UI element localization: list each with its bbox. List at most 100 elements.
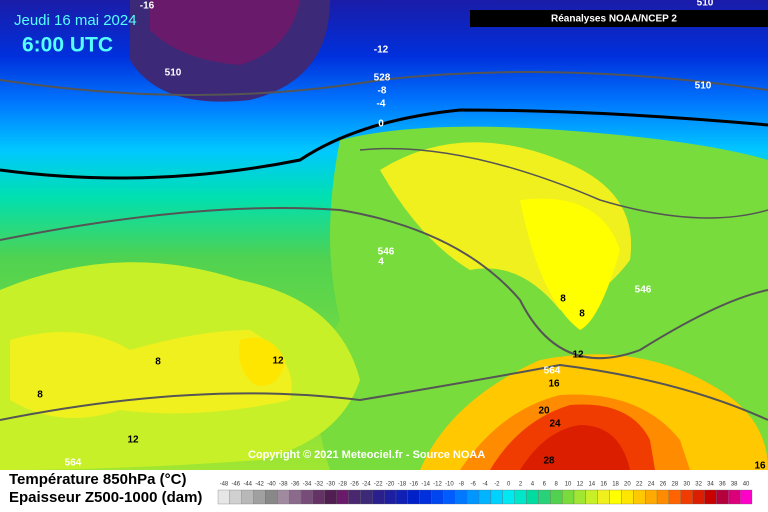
contour-label: -16 [140,1,155,12]
contour-label: 20 [538,406,550,417]
contour-label: 8 [560,294,566,305]
legend-title: Epaisseur Z500-1000 (dam) [9,489,202,506]
contour-label: -4 [377,99,386,110]
contour-label: -8 [378,86,387,97]
legend-swatch [502,489,515,505]
legend-label: -16 [409,482,418,488]
contour-label: 546 [378,247,395,258]
legend-label: -10 [445,482,454,488]
legend-swatch [633,489,646,505]
contour-label: 510 [697,0,714,9]
legend-label: 18 [612,482,619,488]
contour-label: 0 [378,119,384,130]
legend-label: -18 [398,482,407,488]
legend-swatch [455,489,468,505]
legend-label: -46 [231,482,240,488]
legend-swatch [668,489,681,505]
contour-label: 8 [37,390,43,401]
legend-swatch [656,489,670,505]
legend-swatch [467,489,480,505]
legend-swatch [716,489,729,505]
legend-label: 4 [531,482,535,488]
legend-label: 14 [588,482,595,488]
legend-label: 26 [660,482,667,488]
legend-swatch [443,489,456,505]
temp-area [10,330,292,418]
legend-swatch [395,489,409,505]
legend-swatch [490,489,503,505]
contour-label: 510 [165,68,182,79]
legend-swatch [609,489,622,505]
legend-label: -40 [267,482,276,488]
legend-swatch [478,489,492,505]
contour-label: 8 [579,309,585,320]
temp-area [150,0,300,65]
contour-label: 12 [127,435,139,446]
legend-swatch [383,489,397,505]
thickness-contour [359,147,768,219]
contour-label: 16 [548,379,560,390]
legend-label: -32 [315,482,324,488]
legend-scale: -48 -46 -44 -42 -40 -38 -36 -34 -32 -30 -28 -26 -24-… [217,482,753,505]
legend-label: -2 [494,482,500,488]
legend-swatch [739,489,753,505]
contour-label: 12 [272,356,284,367]
legend-label: -20 [386,482,395,488]
legend-swatch [229,489,242,505]
legend-swatch [217,489,231,505]
legend-label: 8 [555,482,559,488]
legend-swatch [550,489,563,505]
legend-swatch [372,489,385,505]
legend-label: -6 [470,482,476,488]
legend-swatch [360,489,373,505]
legend-label: -12 [433,482,442,488]
contour-label: -12 [374,45,389,56]
legend-swatch [680,489,693,505]
time: 6:00 UTC [22,34,113,57]
legend-label: -42 [255,482,264,488]
contour-label: 564 [544,366,561,377]
contour-label: 28 [543,456,555,467]
legend-swatch [526,489,539,505]
legend-swatch [300,489,314,505]
legend-label: 36 [719,482,726,488]
contour-label: 4 [378,257,384,268]
temp-area [520,425,630,470]
legend-label: 10 [565,482,572,488]
contour-label: 12 [572,350,584,361]
contour-label: 564 [65,458,82,469]
legend-swatch [573,489,587,505]
legend-label: -48 [220,482,229,488]
legend-label: -44 [243,482,252,488]
legend-swatch [407,489,420,505]
temp-area [520,198,620,330]
legend-swatch [561,489,575,505]
legend-swatch [728,489,741,505]
legend-swatch [336,489,349,505]
legend-swatch [419,489,432,505]
legend-label: -24 [362,482,371,488]
copyright: Copyright © 2021 Meteociel.fr - Source N… [248,449,485,461]
legend-title: Température 850hPa (°C) [9,471,186,488]
legend-label: 16 [600,482,607,488]
legend-label: -34 [303,482,312,488]
legend-label: 28 [672,482,679,488]
source-box [470,10,768,27]
legend-label: -28 [338,482,347,488]
contour-label: 546 [635,285,652,296]
legend-swatch [312,489,325,505]
legend-label: -14 [421,482,430,488]
date: Jeudi 16 mai 2024 [14,12,137,29]
source-text: Réanalyses NOAA/NCEP 2 [551,14,677,25]
contour-label: 510 [695,81,712,92]
legend-label: 40 [743,482,750,488]
legend-swatch [597,489,610,505]
legend-label: 34 [707,482,714,488]
contour-label: 24 [549,419,561,430]
legend-label: 6 [543,482,547,488]
legend-swatch [253,489,266,505]
legend-swatch [241,489,254,505]
legend-label: -36 [291,482,300,488]
legend-label: 32 [695,482,702,488]
